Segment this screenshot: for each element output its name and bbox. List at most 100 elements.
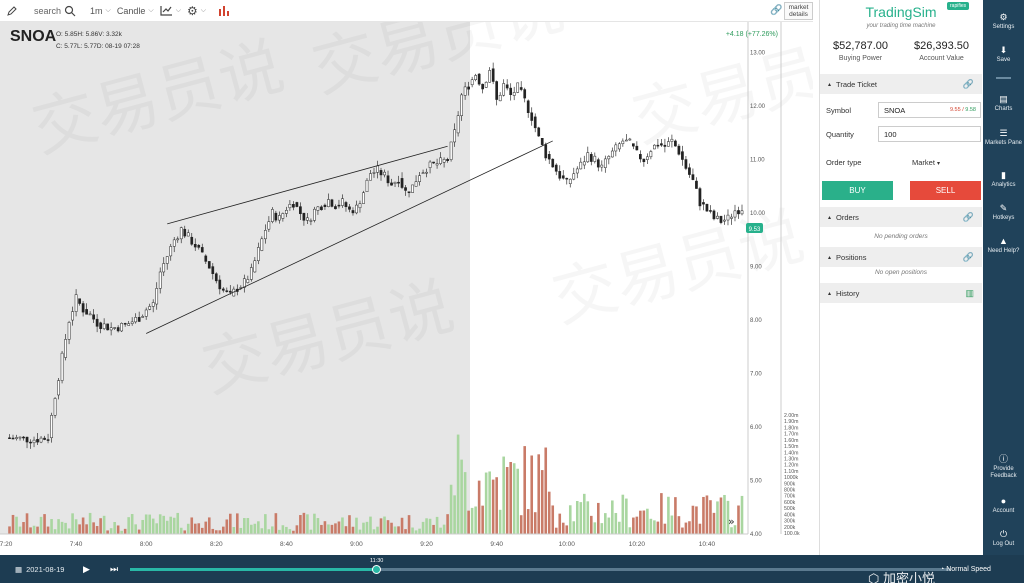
sidebar-item-account[interactable]: ● Account [983,496,1024,515]
candle-body [695,180,698,189]
symbol-field-value: SNOA [884,106,906,115]
volume-bar [575,501,579,534]
sell-button[interactable]: SELL [910,181,981,200]
history-chart-icon[interactable]: ▥ [965,287,974,298]
candle-body [428,161,432,168]
draw-tool-button[interactable] [6,5,18,17]
candle-body [565,177,569,180]
candle-body [526,100,530,113]
change-label: +4.18 (+77.26%) [726,31,778,38]
volume-tick-label: 200k [784,525,796,531]
volume-toggle-button[interactable] [218,5,230,16]
candle-body [274,212,278,221]
volume-bar [78,524,81,534]
chart-settings-button[interactable]: ⚙ ⌵ [187,4,206,18]
search-box[interactable]: search [34,5,76,17]
play-button[interactable]: ▶ [83,564,90,574]
buy-button[interactable]: BUY [822,181,893,200]
sidebar-item-analytics[interactable]: ▮ Analytics [983,170,1024,189]
candle-body [278,215,281,221]
volume-bar [236,513,239,534]
candle-body [572,173,576,180]
playback-thumb[interactable] [372,565,381,574]
time-tick-label: 10:00 [559,541,576,548]
candle-body [642,158,646,163]
price-tick-label: 10.00 [750,211,766,217]
volume-bar [337,521,341,534]
interval-dropdown[interactable]: 1m ⌵ [90,6,111,16]
volume-bar [505,467,509,534]
edit-icon: ✎ [999,203,1008,213]
candle-body [256,247,260,261]
candle-body [390,182,393,186]
volume-bar [660,493,663,534]
chart-type-dropdown[interactable]: Candle ⌵ [117,6,154,16]
trade-ticket-header[interactable]: ▴ Trade Ticket 🔗 [820,74,982,94]
volume-bar [267,529,271,534]
volume-bar [130,514,134,534]
volume-bar [211,528,215,534]
ask-value: 9.58 [965,107,976,113]
date-picker[interactable]: ▦ 2021-08-19 [15,565,64,574]
candle-body [362,192,365,204]
volume-bar [540,470,544,534]
sidebar-item-feedback[interactable]: ⓘ Provide Feedback [983,454,1024,480]
positions-header[interactable]: ▴ Positions 🔗 [820,247,982,267]
volume-bar [705,495,709,534]
volume-bar [29,527,32,534]
sidebar-item-logout[interactable]: ⏻ Log Out [983,529,1024,548]
candle-body [60,352,64,381]
sidebar-item-help[interactable]: ▲ Need Help? [983,236,1024,255]
candle-body [11,437,15,440]
candle-body [197,244,201,248]
sidebar-item-settings[interactable]: ⚙ Settings [983,12,1024,31]
volume-bar [663,523,667,534]
sidebar-item-save[interactable]: ⬇ Save [983,45,1024,64]
candle-body [460,94,463,116]
market-details-button[interactable]: market details [784,2,813,20]
sidebar-item-hotkeys[interactable]: ✎ Hotkeys [983,203,1024,222]
sidebar-item-charts[interactable]: ▤ Charts [983,94,1024,113]
overlay-watermark-text: 加密小悦 [882,571,935,583]
volume-bar [467,510,470,534]
skip-forward-button[interactable]: ⏭ [110,564,119,574]
bar-chart-icon [219,6,230,16]
search-input[interactable]: search [34,5,62,16]
candle-body [39,437,43,443]
orders-header[interactable]: ▴ Orders 🔗 [820,207,982,227]
candle-body [516,82,520,93]
link-icon[interactable]: 🔗 [770,5,783,16]
link-icon[interactable]: 🔗 [962,78,974,89]
volume-bar [372,529,376,534]
link-icon[interactable]: 🔗 [962,251,974,262]
volume-bar [512,463,516,534]
candle-body [46,439,50,441]
link-icon[interactable]: 🔗 [962,211,974,222]
quantity-field[interactable]: 100 [878,126,981,142]
chart-area[interactable]: 交易员说交易员说交易员说交易员说交易员说交易员说 13.0012.0011.00… [0,22,813,555]
speed-selector[interactable]: ◔ Normal Speed [940,566,991,573]
symbol-field[interactable]: SNOA 9.55 / 9.58 [878,102,981,118]
volume-bar [533,512,537,534]
volume-bar [179,527,183,534]
volume-tick-label: 1.20m [784,463,798,469]
volume-bar [530,455,534,534]
candle-body [169,246,173,257]
price-chart[interactable]: 交易员说交易员说交易员说交易员说交易员说交易员说 13.0012.0011.00… [0,22,813,555]
candle-body [25,436,29,443]
indicators-button[interactable]: ⌵ [160,5,181,16]
volume-bar [730,527,733,534]
order-type-select[interactable]: Market ▾ [912,158,940,167]
playback-slider[interactable] [130,565,950,574]
candle-body [603,158,607,168]
volume-bar [593,522,597,534]
volume-bar [60,521,64,534]
caret-icon: ▴ [828,81,832,88]
volume-bar [702,496,705,534]
volume-bar [260,528,264,534]
history-header[interactable]: ▴ History ▥ [820,283,982,303]
volume-bar [190,517,194,534]
sidebar-item-markets-pane[interactable]: ☰ Markets Pane [983,128,1024,147]
volume-bar [288,529,292,534]
candle-body [442,159,446,163]
